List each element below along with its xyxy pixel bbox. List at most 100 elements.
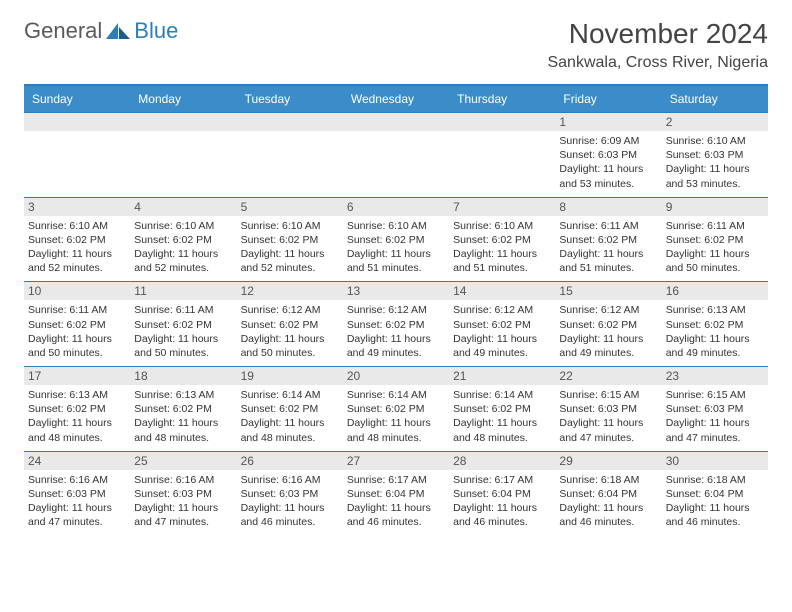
sunrise-text: Sunrise: 6:17 AM	[347, 473, 445, 487]
day-entry: Sunrise: 6:13 AMSunset: 6:02 PMDaylight:…	[28, 388, 126, 445]
sunset-text: Sunset: 6:02 PM	[241, 402, 339, 416]
sunrise-text: Sunrise: 6:12 AM	[559, 303, 657, 317]
day-entry: Sunrise: 6:12 AMSunset: 6:02 PMDaylight:…	[453, 303, 551, 360]
day-number: 4	[130, 198, 236, 216]
day-entry: Sunrise: 6:13 AMSunset: 6:02 PMDaylight:…	[134, 388, 232, 445]
daylight-text: Daylight: 11 hours and 47 minutes.	[134, 501, 232, 529]
sunset-text: Sunset: 6:02 PM	[453, 233, 551, 247]
sunset-text: Sunset: 6:02 PM	[453, 402, 551, 416]
sunset-text: Sunset: 6:03 PM	[559, 402, 657, 416]
calendar-day-cell: 2Sunrise: 6:10 AMSunset: 6:03 PMDaylight…	[662, 113, 768, 198]
calendar-day-cell: 4Sunrise: 6:10 AMSunset: 6:02 PMDaylight…	[130, 197, 236, 282]
day-entry: Sunrise: 6:18 AMSunset: 6:04 PMDaylight:…	[666, 473, 764, 530]
calendar-week-row: 24 Sunrise: 6:16 AMSunset: 6:03 PMDayligh…	[24, 451, 768, 535]
sunrise-text: Sunrise: 6:14 AM	[453, 388, 551, 402]
calendar-day-cell: 14 Sunrise: 6:12 AMSunset: 6:02 PMDayligh…	[449, 282, 555, 367]
day-number: 14	[449, 282, 555, 300]
day-number: 27	[343, 452, 449, 470]
sunrise-text: Sunrise: 6:10 AM	[134, 219, 232, 233]
daylight-text: Daylight: 11 hours and 46 minutes.	[453, 501, 551, 529]
daylight-text: Daylight: 11 hours and 48 minutes.	[241, 416, 339, 444]
sunset-text: Sunset: 6:02 PM	[134, 233, 232, 247]
daylight-text: Daylight: 11 hours and 48 minutes.	[347, 416, 445, 444]
daylight-text: Daylight: 11 hours and 49 minutes.	[453, 332, 551, 360]
day-number: 29	[555, 452, 661, 470]
day-number: 8	[555, 198, 661, 216]
calendar-day-cell: 30 Sunrise: 6:18 AMSunset: 6:04 PMDayligh…	[662, 451, 768, 535]
daylight-text: Daylight: 11 hours and 46 minutes.	[666, 501, 764, 529]
sunrise-text: Sunrise: 6:12 AM	[453, 303, 551, 317]
daylight-text: Daylight: 11 hours and 47 minutes.	[28, 501, 126, 529]
calendar-day-cell: 3Sunrise: 6:10 AMSunset: 6:02 PMDaylight…	[24, 197, 130, 282]
calendar-day-cell: 26Sunrise: 6:16 AMSunset: 6:03 PMDayligh…	[237, 451, 343, 535]
sunrise-text: Sunrise: 6:15 AM	[666, 388, 764, 402]
day-number: 9	[662, 198, 768, 216]
day-entry: Sunrise: 6:10 AMSunset: 6:02 PMDaylight:…	[453, 219, 551, 276]
day-number: 13	[343, 282, 449, 300]
calendar-day-cell: 27Sunrise: 6:17 AMSunset: 6:04 PMDayligh…	[343, 451, 449, 535]
daylight-text: Daylight: 11 hours and 46 minutes.	[241, 501, 339, 529]
sunset-text: Sunset: 6:03 PM	[559, 148, 657, 162]
day-number: 24	[24, 452, 130, 470]
title-block: November 2024 Sankwala, Cross River, Nig…	[547, 18, 768, 72]
daylight-text: Daylight: 11 hours and 53 minutes.	[666, 162, 764, 190]
day-number: 6	[343, 198, 449, 216]
location-subtitle: Sankwala, Cross River, Nigeria	[547, 54, 768, 72]
day-number-empty	[237, 113, 343, 131]
calendar-week-row: 10Sunrise: 6:11 AMSunset: 6:02 PMDayligh…	[24, 282, 768, 367]
daylight-text: Daylight: 11 hours and 50 minutes.	[28, 332, 126, 360]
sunset-text: Sunset: 6:02 PM	[559, 233, 657, 247]
sunrise-text: Sunrise: 6:11 AM	[28, 303, 126, 317]
day-number: 23	[662, 367, 768, 385]
sunset-text: Sunset: 6:04 PM	[453, 487, 551, 501]
day-entry: Sunrise: 6:15 AMSunset: 6:03 PMDaylight:…	[666, 388, 764, 445]
sunrise-text: Sunrise: 6:13 AM	[28, 388, 126, 402]
day-entry: Sunrise: 6:10 AMSunset: 6:03 PMDaylight:…	[666, 134, 764, 191]
sunset-text: Sunset: 6:02 PM	[28, 402, 126, 416]
calendar-day-cell: 25Sunrise: 6:16 AMSunset: 6:03 PMDayligh…	[130, 451, 236, 535]
sunset-text: Sunset: 6:03 PM	[28, 487, 126, 501]
sunrise-text: Sunrise: 6:10 AM	[666, 134, 764, 148]
day-entry: Sunrise: 6:12 AMSunset: 6:02 PMDaylight:…	[347, 303, 445, 360]
day-number: 28	[449, 452, 555, 470]
calendar-day-cell: 11Sunrise: 6:11 AMSunset: 6:02 PMDayligh…	[130, 282, 236, 367]
day-entry: Sunrise: 6:18 AMSunset: 6:04 PMDaylight:…	[559, 473, 657, 530]
sunset-text: Sunset: 6:02 PM	[28, 318, 126, 332]
daylight-text: Daylight: 11 hours and 49 minutes.	[666, 332, 764, 360]
month-title: November 2024	[547, 18, 768, 50]
day-number: 22	[555, 367, 661, 385]
day-header: Wednesday	[343, 85, 449, 113]
calendar-day-cell: 18Sunrise: 6:13 AMSunset: 6:02 PMDayligh…	[130, 367, 236, 452]
day-number: 7	[449, 198, 555, 216]
daylight-text: Daylight: 11 hours and 53 minutes.	[559, 162, 657, 190]
day-entry: Sunrise: 6:12 AMSunset: 6:02 PMDaylight:…	[241, 303, 339, 360]
calendar-week-row: 3Sunrise: 6:10 AMSunset: 6:02 PMDaylight…	[24, 197, 768, 282]
calendar-day-cell: 12 Sunrise: 6:12 AMSunset: 6:02 PMDayligh…	[237, 282, 343, 367]
calendar-day-cell: 21Sunrise: 6:14 AMSunset: 6:02 PMDayligh…	[449, 367, 555, 452]
sunset-text: Sunset: 6:03 PM	[241, 487, 339, 501]
daylight-text: Daylight: 11 hours and 47 minutes.	[559, 416, 657, 444]
day-entry: Sunrise: 6:13 AMSunset: 6:02 PMDaylight:…	[666, 303, 764, 360]
day-header: Saturday	[662, 85, 768, 113]
calendar-body: 1Sunrise: 6:09 AMSunset: 6:03 PMDaylight…	[24, 113, 768, 536]
day-number: 30	[662, 452, 768, 470]
sunrise-text: Sunrise: 6:09 AM	[559, 134, 657, 148]
day-number: 12	[237, 282, 343, 300]
day-entry: Sunrise: 6:16 AMSunset: 6:03 PMDaylight:…	[28, 473, 126, 530]
calendar-day-cell: 9Sunrise: 6:11 AMSunset: 6:02 PMDaylight…	[662, 197, 768, 282]
calendar-day-cell	[237, 113, 343, 198]
calendar-day-cell: 23 Sunrise: 6:15 AMSunset: 6:03 PMDayligh…	[662, 367, 768, 452]
sunset-text: Sunset: 6:02 PM	[666, 233, 764, 247]
sunrise-text: Sunrise: 6:11 AM	[134, 303, 232, 317]
sunrise-text: Sunrise: 6:10 AM	[28, 219, 126, 233]
day-number: 25	[130, 452, 236, 470]
calendar-day-cell: 7 Sunrise: 6:10 AMSunset: 6:02 PMDaylight…	[449, 197, 555, 282]
daylight-text: Daylight: 11 hours and 48 minutes.	[453, 416, 551, 444]
day-number: 17	[24, 367, 130, 385]
daylight-text: Daylight: 11 hours and 49 minutes.	[347, 332, 445, 360]
calendar-day-cell: 29 Sunrise: 6:18 AMSunset: 6:04 PMDayligh…	[555, 451, 661, 535]
day-entry: Sunrise: 6:09 AMSunset: 6:03 PMDaylight:…	[559, 134, 657, 191]
sunset-text: Sunset: 6:03 PM	[666, 148, 764, 162]
daylight-text: Daylight: 11 hours and 50 minutes.	[666, 247, 764, 275]
sunset-text: Sunset: 6:02 PM	[28, 233, 126, 247]
